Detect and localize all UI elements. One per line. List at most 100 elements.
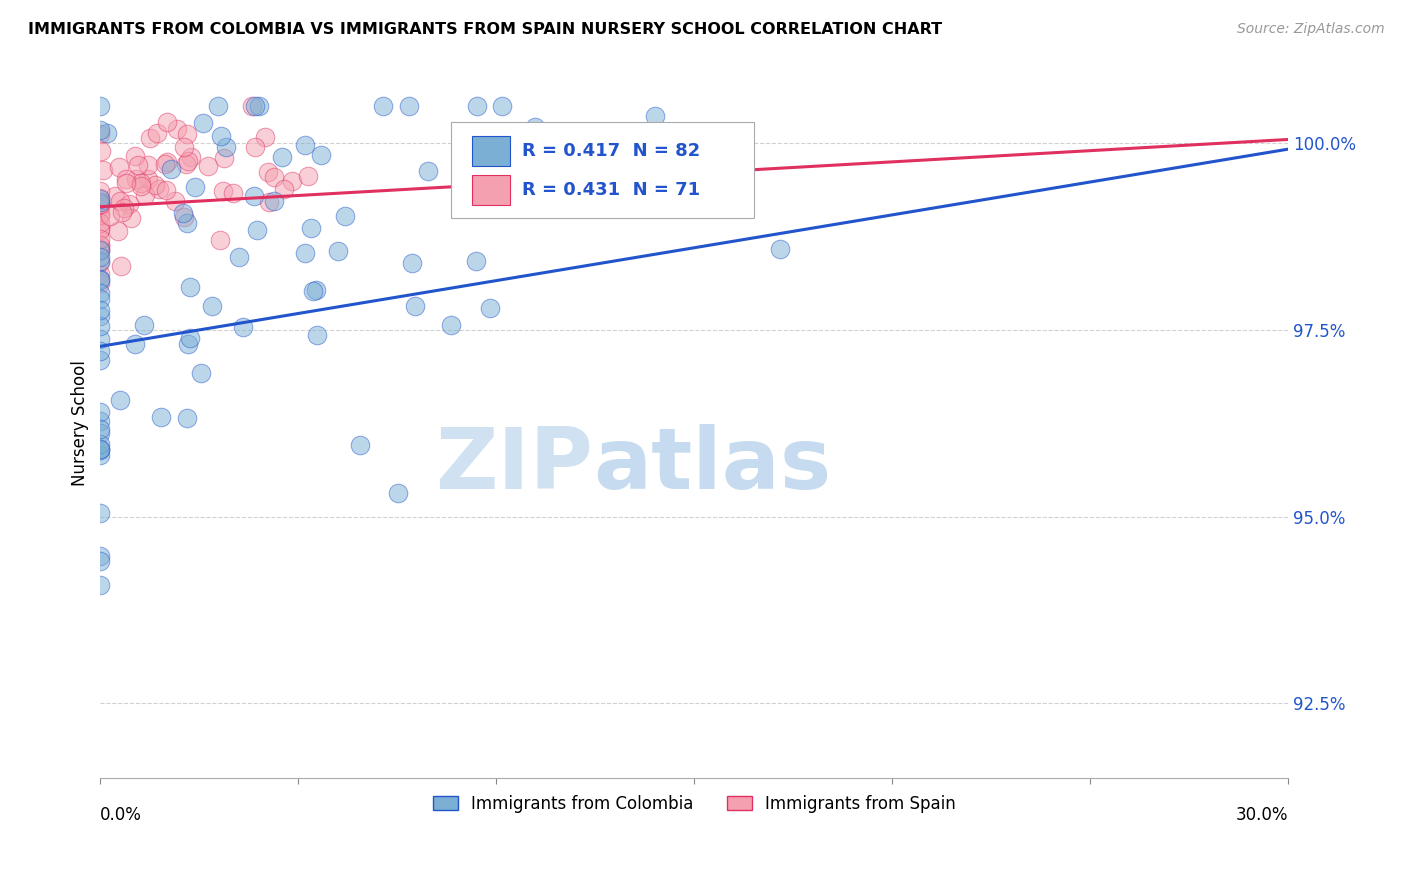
Point (263, 194, 285, 209)
Point (110, 194, 132, 209)
Point (89, 197, 111, 211)
Point (89, 425, 111, 440)
Point (108, 392, 131, 407)
Point (263, 170, 285, 185)
Point (174, 157, 197, 171)
Point (478, 301, 501, 315)
Point (89, 352, 111, 367)
Point (89, 292, 111, 306)
Text: R = 0.417  N = 82: R = 0.417 N = 82 (522, 142, 700, 160)
Point (89, 309, 111, 323)
Point (404, 299, 426, 313)
Point (201, 299, 224, 313)
Point (294, 246, 316, 260)
Text: 0.0%: 0.0% (100, 806, 142, 824)
Point (89, 549, 111, 563)
Point (112, 201, 135, 215)
Point (134, 187, 156, 202)
Point (209, 233, 232, 247)
Point (89, 272, 111, 286)
Point (247, 99, 270, 113)
Point (172, 205, 194, 219)
Point (89, 414, 111, 428)
Point (89, 553, 111, 567)
Point (89, 344, 111, 359)
Point (89, 200, 111, 214)
Point (89, 506, 111, 520)
Point (139, 131, 162, 145)
Point (155, 183, 177, 197)
Point (89, 223, 111, 237)
Point (173, 140, 195, 154)
Point (96, 126, 118, 140)
Point (271, 150, 294, 164)
Point (243, 140, 266, 154)
Point (89, 193, 111, 207)
Point (89, 286, 111, 301)
Point (89, 243, 111, 257)
Point (209, 128, 232, 143)
Point (89, 448, 111, 462)
Point (465, 99, 488, 113)
Point (124, 337, 146, 351)
Point (464, 253, 486, 268)
Point (89, 238, 111, 252)
Point (299, 221, 322, 235)
Point (124, 172, 146, 186)
Point (197, 159, 219, 173)
Point (387, 485, 409, 500)
Point (89, 332, 111, 346)
Point (418, 164, 440, 178)
Point (177, 337, 200, 351)
Point (769, 242, 792, 256)
Point (89, 272, 111, 286)
Point (179, 331, 201, 345)
Point (153, 157, 176, 171)
Point (124, 149, 146, 163)
Point (644, 110, 666, 124)
Point (335, 210, 357, 224)
Point (240, 99, 263, 113)
Point (89, 184, 111, 198)
Point (232, 319, 254, 334)
Legend: Immigrants from Colombia, Immigrants from Spain: Immigrants from Colombia, Immigrants fro… (426, 788, 962, 820)
Point (89, 302, 111, 317)
Point (110, 204, 132, 219)
Point (89, 196, 111, 211)
Point (222, 186, 245, 201)
Point (207, 99, 229, 113)
Point (304, 283, 326, 297)
Point (107, 224, 129, 238)
Point (160, 161, 183, 176)
Point (254, 130, 277, 145)
Point (398, 99, 420, 113)
Point (257, 165, 280, 179)
Point (349, 438, 371, 452)
Point (136, 172, 159, 186)
Point (176, 411, 198, 425)
Point (307, 327, 329, 342)
Point (89, 244, 111, 258)
Point (89, 442, 111, 456)
Point (89, 216, 111, 230)
Point (326, 244, 349, 258)
Point (297, 169, 319, 183)
Point (246, 223, 269, 237)
Point (118, 196, 141, 211)
Point (115, 176, 138, 190)
Point (371, 99, 394, 113)
Point (91, 162, 114, 177)
Point (524, 120, 547, 134)
Point (177, 153, 200, 168)
Point (89, 443, 111, 458)
Text: ZIP: ZIP (436, 425, 593, 508)
Point (156, 115, 179, 129)
Point (129, 178, 152, 193)
Point (89, 221, 111, 235)
Point (89, 437, 111, 451)
Point (179, 280, 201, 294)
FancyBboxPatch shape (472, 175, 510, 205)
Point (89, 578, 111, 592)
Point (143, 178, 166, 193)
Point (89, 276, 111, 290)
